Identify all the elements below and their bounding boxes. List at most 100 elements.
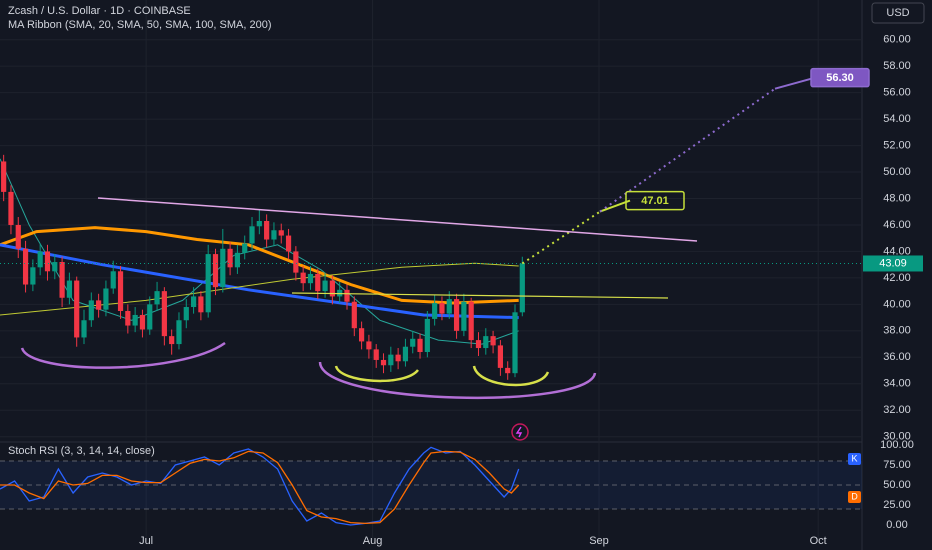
overlay: 30.00 32.00 34.00 36.00 38.00 40.00 42.00 44.00…: [139, 34, 923, 547]
y-tick-label: 60.00: [883, 34, 911, 46]
candle-body: [307, 273, 314, 284]
candle-body: [103, 288, 109, 310]
candle-body: [432, 303, 438, 319]
candle-body: [220, 248, 226, 288]
y-tick-label: 54.00: [883, 113, 911, 125]
y-tick-label: 50.00: [883, 479, 911, 491]
stoch-title: Stoch RSI (3, 3, 14, 14, close): [8, 445, 155, 457]
target-box: [810, 67, 870, 88]
x-tick-label: Oct: [810, 535, 827, 547]
y-tick-label: 75.00: [883, 459, 911, 471]
target-box: [625, 190, 685, 211]
candle-body: [475, 340, 482, 349]
y-tick-label: 34.00: [883, 378, 911, 390]
y-tick-label: 100.00: [880, 439, 914, 451]
x-tick-label: Sep: [589, 535, 609, 547]
neckline: [291, 292, 669, 299]
candle-body: [410, 338, 416, 347]
y-tick-label: 52.00: [883, 139, 911, 151]
candle-body: [461, 301, 467, 331]
target-pointer: [774, 76, 816, 90]
candle-body: [59, 262, 65, 298]
candle-body: [110, 271, 116, 289]
candle-body: [66, 280, 72, 298]
chart-title: Zcash / U.S. Dollar · 1D · COINBASE: [8, 5, 191, 17]
candle-body: [125, 310, 131, 326]
currency-button[interactable]: [871, 2, 925, 24]
y-tick-label: 48.00: [883, 192, 911, 204]
candle-body: [242, 243, 248, 253]
candle-body: [446, 299, 452, 314]
candle-body: [315, 273, 321, 292]
candle-body: [424, 318, 430, 353]
candle-body: [439, 303, 445, 314]
y-tick-label: 25.00: [883, 499, 911, 511]
alert-icon[interactable]: [511, 423, 529, 441]
candle-body: [212, 254, 219, 288]
x-tick-label: Aug: [363, 535, 383, 547]
candle-body: [402, 346, 409, 362]
candle-body: [490, 336, 496, 346]
candle-body: [366, 341, 372, 350]
candle-body: [512, 312, 518, 374]
legend-tag: [848, 491, 861, 503]
y-tick-label: 46.00: [883, 219, 911, 231]
candle-body: [264, 221, 270, 240]
candle-body: [373, 349, 379, 360]
candle-body: [205, 254, 211, 313]
candle-body: [30, 267, 36, 285]
currency-label[interactable]: USD: [886, 7, 909, 19]
candle-body: [37, 251, 43, 268]
level-band: [0, 461, 862, 509]
candle-body: [147, 304, 153, 330]
candle-body: [395, 354, 401, 362]
candle-body: [519, 263, 525, 313]
moving-average: [0, 158, 519, 345]
y-tick-label: 32.00: [883, 404, 911, 416]
candle-body: [322, 280, 328, 292]
y-tick-label: 40.00: [883, 298, 911, 310]
candle-body: [139, 314, 146, 330]
candle-body: [256, 221, 262, 227]
candle-body: [483, 336, 489, 349]
plot: [0, 76, 862, 526]
target-pointer: [599, 199, 631, 213]
candle-body: [169, 336, 175, 345]
alert-bolt[interactable]: [515, 426, 523, 438]
candle-body: [293, 251, 299, 273]
candle-body: [417, 338, 423, 353]
candle-body: [161, 291, 167, 337]
candle-body: [22, 248, 29, 285]
target-label: 47.01: [641, 195, 669, 207]
last-price-tag: [863, 255, 923, 272]
candle-body: [285, 235, 292, 252]
y-tick-label: 58.00: [883, 60, 911, 72]
left-shoulder: [20, 341, 226, 369]
y-tick-label: 0.00: [886, 519, 907, 531]
head-left: [334, 365, 419, 383]
head-arc: [318, 361, 597, 399]
indicator-label: MA Ribbon (SMA, 20, SMA, 50, SMA, 100, S…: [8, 19, 272, 31]
candle-body: [388, 354, 394, 366]
candle-body: [96, 300, 102, 310]
candle-body: [183, 307, 189, 321]
candle-body: [300, 272, 306, 284]
target-label: 56.30: [826, 72, 854, 84]
y-tick-label: 42.00: [883, 272, 911, 284]
candle-body: [81, 320, 87, 338]
candle-body: [15, 224, 21, 249]
stoch-line: [0, 450, 520, 525]
candle-body: [44, 251, 51, 272]
alert-circle[interactable]: [511, 423, 529, 441]
trendline: [97, 197, 698, 242]
candle-body: [74, 280, 80, 338]
candle-body: [249, 226, 255, 244]
candle-body: [453, 299, 460, 331]
grid: [0, 0, 862, 540]
legend-label: K: [851, 453, 857, 463]
y-tick-label: 30.00: [883, 431, 911, 443]
y-tick-label: 56.00: [883, 87, 911, 99]
y-tick-label: 36.00: [883, 351, 911, 363]
candle-body: [278, 230, 284, 236]
last-price-label: 43.09: [879, 257, 907, 269]
